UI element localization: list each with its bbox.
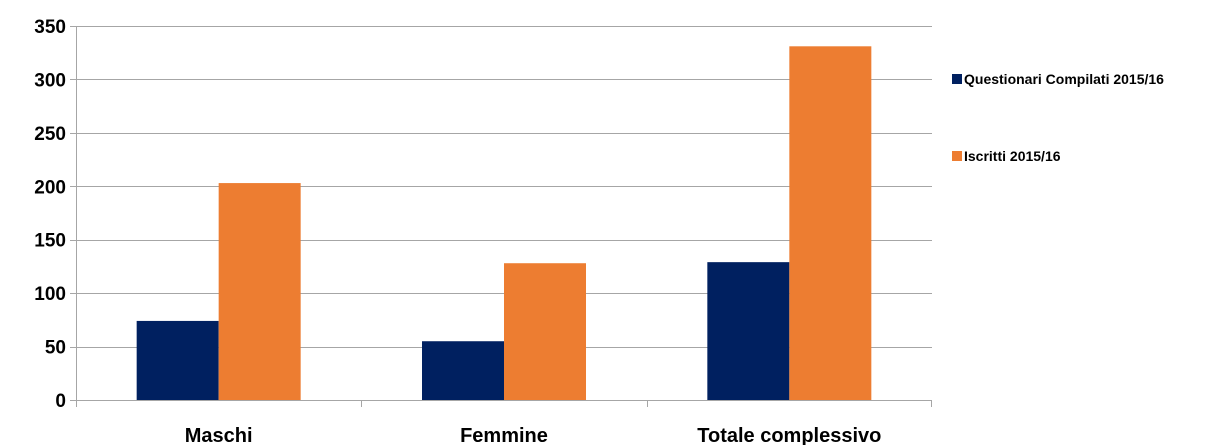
legend-swatch-0	[952, 74, 962, 84]
legend-label-1: Iscritti 2015/16	[964, 148, 1061, 164]
y-tick-label: 200	[34, 177, 66, 198]
axes	[70, 26, 932, 407]
bar-iscritti-2	[789, 46, 872, 400]
y-tick-label: 150	[34, 231, 66, 252]
legend-swatch-1	[952, 151, 962, 161]
bars	[136, 46, 872, 400]
bar-iscritti-1	[504, 263, 586, 400]
bar-questionari-2	[707, 262, 790, 400]
y-tick-label: 100	[34, 284, 66, 305]
y-tick-label: 0	[55, 391, 66, 412]
x-axis-category-labels: Maschi Femmine Totale complessivo	[185, 425, 882, 445]
legend-label-0: Questionari Compilati 2015/16	[964, 71, 1164, 87]
y-axis-tick-labels: 0 50 100 150 200 250 300 350	[34, 17, 66, 412]
bar-questionari-1	[422, 341, 504, 400]
x-category-label: Femmine	[460, 425, 548, 445]
x-category-label: Maschi	[185, 425, 253, 445]
y-tick-label: 50	[45, 338, 66, 359]
y-tick-label: 350	[34, 17, 66, 38]
bar-iscritti-0	[218, 183, 301, 400]
y-tick-label: 250	[34, 124, 66, 145]
x-category-label: Totale complessivo	[697, 425, 881, 445]
y-tick-label: 300	[34, 70, 66, 91]
legend: Questionari Compilati 2015/16 Iscritti 20…	[952, 71, 1164, 164]
bar-questionari-0	[136, 320, 219, 400]
